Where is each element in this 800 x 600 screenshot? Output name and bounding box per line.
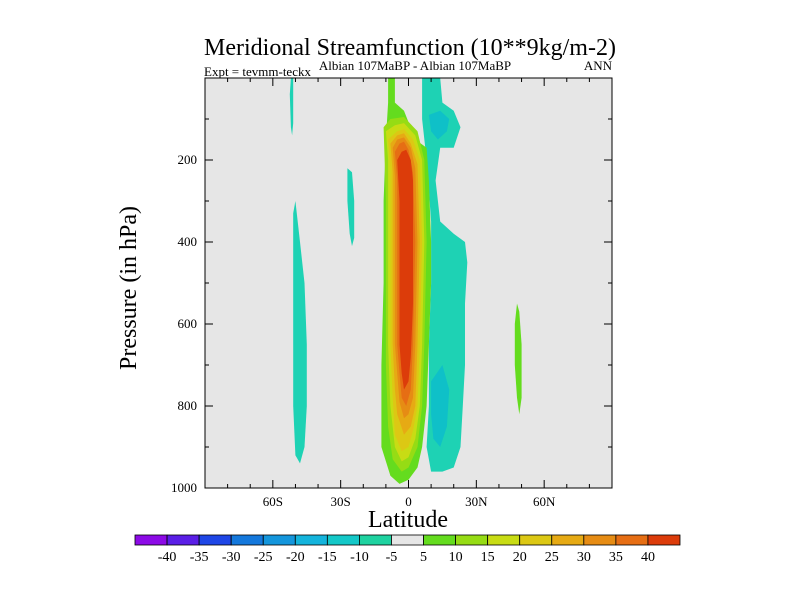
colorbar-label: 25 <box>545 550 559 565</box>
chart-subtitle-center: Albian 107MaBP - Albian 107MaBP <box>319 58 511 73</box>
y-axis-label: Pressure (in hPa) <box>116 206 142 370</box>
x-tick-labels: 60S 30S 0 30N 60N <box>263 494 556 509</box>
colorbar-label: -25 <box>254 550 273 565</box>
y-tick-label: 400 <box>178 234 198 249</box>
y-tick-label: 1000 <box>171 480 197 495</box>
colorbar-box <box>551 534 585 546</box>
axis-ticks <box>204 78 613 489</box>
x-tick-label: 30N <box>465 494 488 509</box>
chart-subtitle-right: ANN <box>584 58 613 73</box>
colorbar-box <box>423 534 456 546</box>
colorbar-label: 5 <box>420 550 427 565</box>
y-tick-label: 600 <box>178 316 198 331</box>
colorbar-box <box>326 534 360 546</box>
plot-area: 60S 30S 0 30N 60N 200 400 600 800 1000 <box>171 77 613 509</box>
colorbar-label: 40 <box>641 550 655 565</box>
colorbar-label: -30 <box>222 550 241 565</box>
colorbar-label: -40 <box>158 550 177 565</box>
chart-title: Meridional Streamfunction (10**9kg/m-2) <box>204 35 616 61</box>
colorbar-box <box>134 534 168 546</box>
colorbar-label: 30 <box>577 550 591 565</box>
contour-green-patch-nh <box>514 303 522 415</box>
y-tick-label: 200 <box>178 152 198 167</box>
contour-fills <box>289 78 522 484</box>
colorbar-label: -20 <box>286 550 305 565</box>
colorbar-box <box>198 534 232 546</box>
x-tick-label: 30S <box>331 494 351 509</box>
colorbar-box <box>647 534 681 546</box>
colorbar-box <box>262 534 296 546</box>
contour-blue-patch-lower <box>431 365 450 447</box>
chart-subtitle-left: Expt = tevmm-teckx <box>204 64 311 79</box>
contour-blue-patch-upper <box>428 110 450 140</box>
x-tick-label: 0 <box>405 494 412 509</box>
colorbar-box <box>455 534 489 546</box>
colorbar-label: -35 <box>190 550 209 565</box>
colorbar-box <box>230 534 264 546</box>
y-tick-labels: 200 400 600 800 1000 <box>171 152 197 495</box>
contour-band-level-40 <box>397 149 413 390</box>
colorbar-box <box>615 534 649 546</box>
x-tick-label: 60S <box>263 494 283 509</box>
colorbar-box <box>487 534 521 546</box>
x-axis-label: Latitude <box>368 507 448 533</box>
colorbar-label: -5 <box>386 550 398 565</box>
colorbar-labels: -40 -35 -30 -25 -20 -15 -10 -5 5 10 15 20 25 30 35 40 <box>158 550 655 565</box>
contour-cyan-patch-tropics <box>422 78 468 472</box>
colorbar-label: -10 <box>350 550 369 565</box>
colorbar-label: 20 <box>513 550 527 565</box>
colorbar-label: 15 <box>481 550 495 565</box>
colorbar-box <box>391 534 424 546</box>
colorbar-box <box>519 534 553 546</box>
contour-cyan-patch-sh-upper <box>289 78 294 136</box>
colorbar-label: -15 <box>318 550 337 565</box>
colorbar-box <box>166 534 200 546</box>
x-tick-label: 60N <box>533 494 556 509</box>
y-tick-label: 800 <box>178 398 198 413</box>
colorbar: -40 -35 -30 -25 -20 -15 -10 -5 5 10 15 20 25 30 35 40 <box>134 534 681 565</box>
contour-cyan-patch-sh-lower <box>293 201 307 464</box>
colorbar-boxes <box>134 534 681 546</box>
contour-cyan-patch-sh-mid <box>347 168 355 247</box>
colorbar-label: 10 <box>449 550 463 565</box>
colorbar-label: 35 <box>609 550 623 565</box>
colorbar-box <box>583 534 617 546</box>
colorbar-box <box>359 534 392 546</box>
colorbar-box <box>294 534 328 546</box>
